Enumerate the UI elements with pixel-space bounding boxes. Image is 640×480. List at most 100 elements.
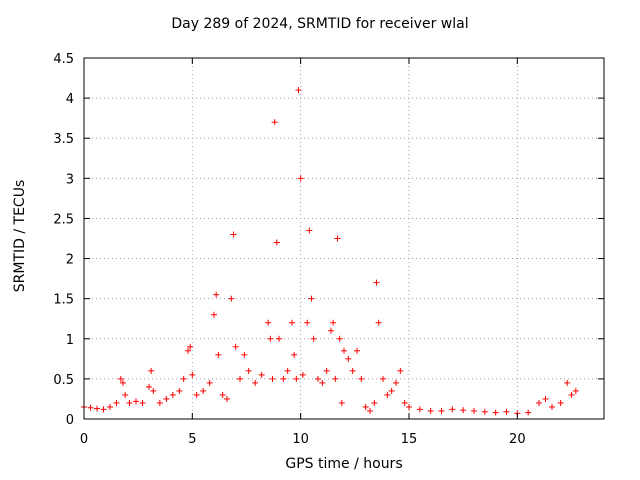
data-point	[293, 375, 300, 382]
data-point	[416, 406, 423, 413]
data-point	[284, 367, 291, 374]
data-point	[481, 408, 488, 415]
data-point	[241, 351, 248, 358]
data-point	[315, 375, 321, 382]
plot-frame	[83, 57, 605, 420]
data-points	[81, 87, 579, 417]
data-point	[269, 375, 276, 382]
data-point	[401, 399, 408, 406]
data-point	[133, 398, 139, 405]
data-point	[232, 343, 239, 350]
y-tick-label: 4	[66, 92, 74, 107]
data-point	[358, 375, 365, 382]
data-point	[276, 335, 282, 342]
data-point	[122, 391, 129, 398]
data-point	[334, 235, 341, 242]
y-tick-label: 2	[66, 253, 74, 268]
y-tick-label: 2.5	[53, 212, 74, 227]
data-point	[271, 119, 278, 126]
data-point	[258, 371, 265, 378]
x-tick-label: 10	[292, 432, 309, 447]
y-tick-label: 1	[66, 333, 74, 348]
data-point	[267, 335, 274, 342]
data-point	[492, 409, 499, 416]
data-point	[213, 291, 220, 298]
data-point	[375, 319, 382, 326]
data-point	[176, 387, 183, 394]
data-point	[265, 319, 272, 326]
data-point	[323, 367, 330, 374]
data-point	[148, 367, 155, 374]
data-point	[120, 379, 126, 386]
data-point	[189, 371, 196, 378]
data-point	[536, 399, 542, 406]
data-point	[336, 335, 343, 342]
y-tick-label: 3	[66, 172, 74, 187]
data-point	[193, 391, 200, 398]
data-point	[150, 387, 157, 394]
data-point	[449, 406, 456, 413]
data-point	[206, 379, 213, 386]
data-point	[169, 391, 176, 398]
data-point	[460, 407, 467, 414]
data-point	[187, 343, 194, 350]
data-point	[354, 347, 360, 354]
data-point	[330, 319, 337, 326]
data-point	[345, 355, 352, 362]
data-point	[211, 311, 217, 318]
data-point	[349, 367, 356, 374]
data-point	[367, 407, 373, 414]
data-point	[113, 399, 120, 406]
x-tick-label: 20	[509, 432, 526, 447]
data-point	[393, 379, 399, 386]
data-point	[380, 375, 386, 382]
data-point	[100, 406, 107, 413]
data-point	[280, 375, 287, 382]
y-tick-label: 1.5	[53, 293, 74, 308]
y-tick-label: 4.5	[53, 52, 74, 67]
data-point	[291, 351, 298, 358]
data-point	[549, 403, 555, 410]
y-tick-label: 0.5	[53, 373, 74, 388]
data-point	[471, 407, 477, 414]
data-point	[308, 295, 315, 302]
data-point	[245, 367, 252, 374]
data-point	[542, 395, 549, 402]
data-point	[139, 399, 146, 406]
data-point	[224, 395, 230, 402]
data-point	[427, 407, 434, 414]
data-point	[297, 175, 304, 182]
data-point	[237, 375, 243, 382]
x-tick-label: 15	[401, 432, 418, 447]
data-point	[304, 319, 311, 326]
data-point	[503, 408, 510, 415]
data-point	[230, 231, 237, 238]
data-point	[373, 279, 380, 286]
x-tick-label: 0	[80, 432, 88, 447]
axis-ticks: 0 0.5 1 1.5 2 2.5 3 3.5 4 4.5 0 5 10 15 20	[53, 52, 604, 447]
data-point	[252, 379, 259, 386]
data-point	[338, 399, 345, 406]
data-point	[332, 375, 339, 382]
data-point	[156, 399, 163, 406]
data-point	[185, 347, 191, 354]
data-point	[362, 403, 369, 410]
x-tick-label: 5	[188, 432, 196, 447]
data-point	[384, 391, 391, 398]
y-tick-label: 0	[66, 413, 74, 428]
data-point	[228, 295, 235, 302]
data-point	[572, 387, 579, 394]
data-point	[200, 387, 207, 394]
data-point	[126, 399, 133, 406]
data-point	[564, 379, 571, 386]
data-point	[568, 391, 575, 398]
chart-title: Day 289 of 2024, SRMTID for receiver wla…	[171, 16, 469, 32]
data-point	[289, 319, 295, 326]
y-tick-label: 3.5	[53, 132, 74, 147]
data-point	[146, 383, 152, 390]
data-point	[397, 367, 404, 374]
data-point	[306, 227, 313, 234]
data-point	[371, 399, 378, 406]
data-point	[299, 371, 306, 378]
